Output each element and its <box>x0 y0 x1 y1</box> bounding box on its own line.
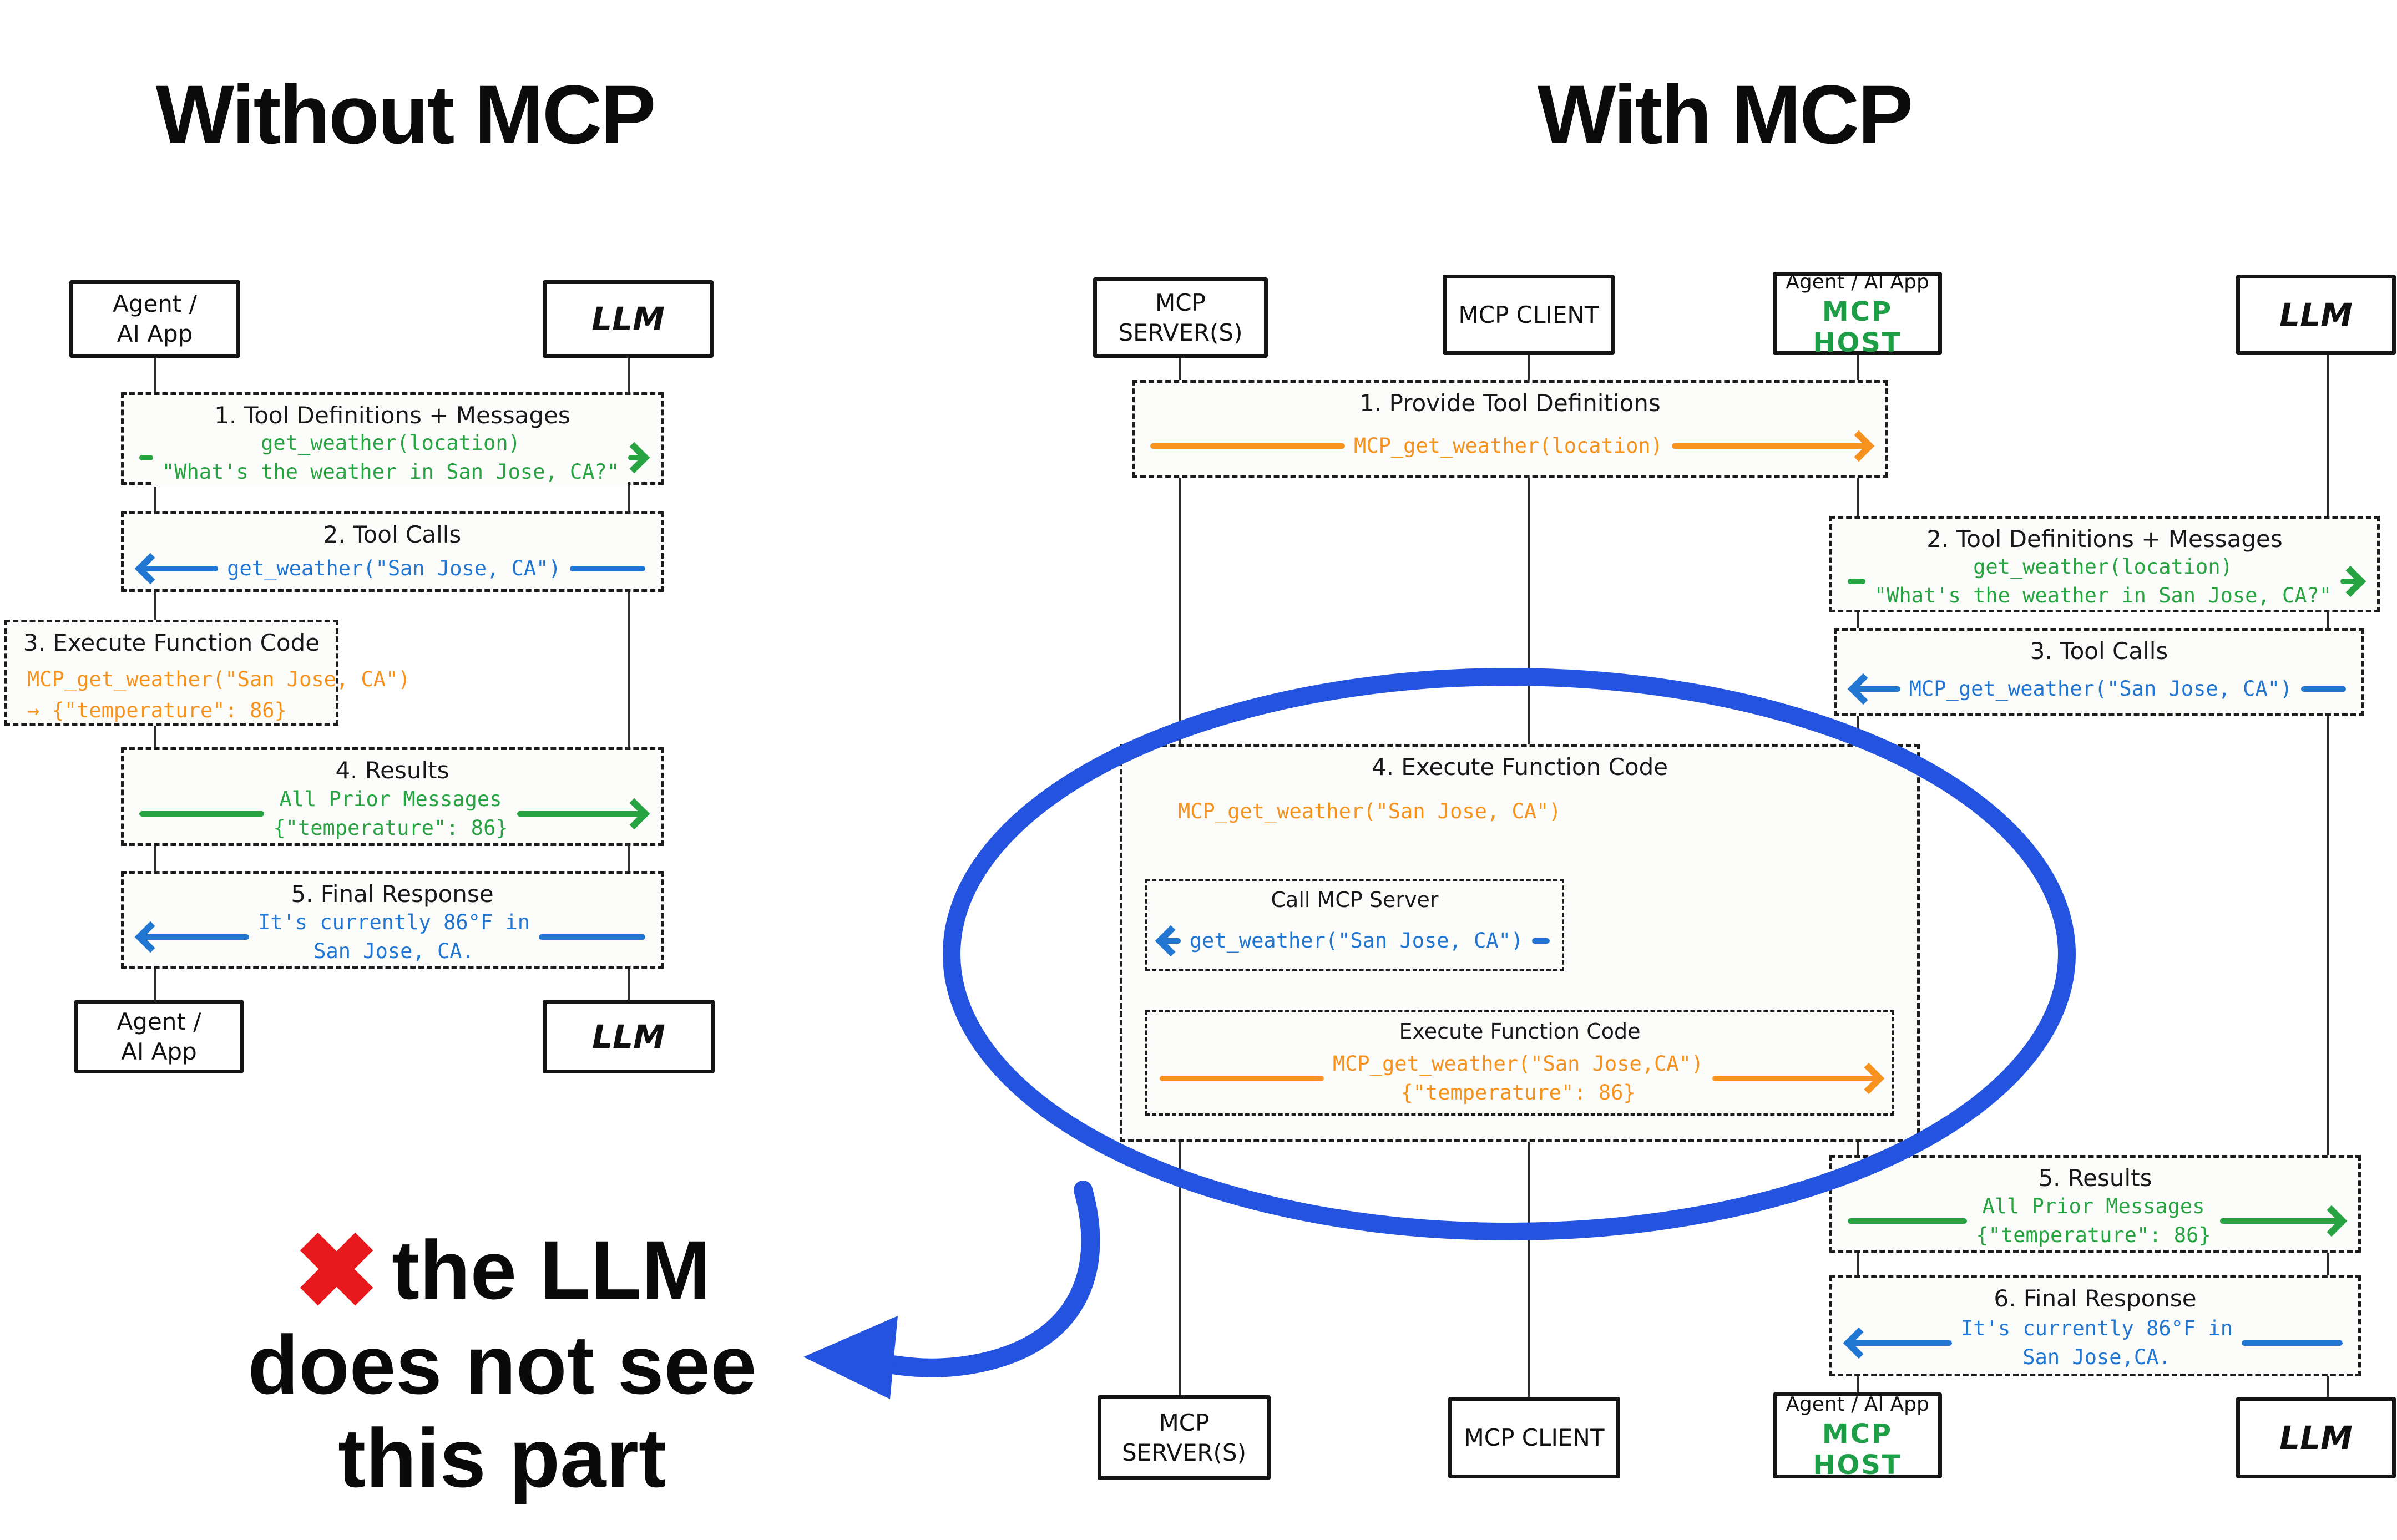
actor-label: MCP <box>1159 1409 1210 1436</box>
actor-mcp-client-top: MCP CLIENT <box>1443 275 1615 355</box>
annotation-line: this part <box>338 1411 666 1504</box>
arrow-right-green: All Prior Messages {"temperature": 86} <box>1848 1192 2348 1250</box>
actor-mcp-server-top: MCP SERVER(S) <box>1093 277 1268 358</box>
actor-agent-ai-app-bottom-left: Agent / AI App <box>74 1000 244 1073</box>
step-label: 4. Results <box>335 757 449 784</box>
step-label: 1. Provide Tool Definitions <box>1359 389 1661 417</box>
message-code: get_weather("San Jose, CA") <box>218 554 570 583</box>
actor-llm-top-left: LLM <box>543 280 714 358</box>
arrow-left-blue: MCP_get_weather("San Jose, CA") <box>1847 673 2346 705</box>
step-label: 5. Final Response <box>291 880 494 908</box>
step-tool-calls-right: 3. Tool Calls MCP_get_weather("San Jose,… <box>1834 628 2364 716</box>
actor-mcp-server-bottom: MCP SERVER(S) <box>1098 1395 1271 1480</box>
actor-label: Agent / AI App <box>1786 1392 1929 1416</box>
step-tool-calls-left: 2. Tool Calls get_weather("San Jose, CA"… <box>121 511 664 592</box>
arrow-left-blue: It's currently 86°F in San Jose, CA. <box>134 908 646 966</box>
step-label: Call MCP Server <box>1271 888 1439 912</box>
actor-label: MCP CLIENT <box>1458 301 1599 328</box>
step-label: Execute Function Code <box>1399 1019 1641 1043</box>
arrow-left-icon <box>1843 1327 1875 1359</box>
arrow-right-green: get_weather(location) "What's the weathe… <box>139 429 650 487</box>
actor-llm-top-right: LLM <box>2236 275 2396 355</box>
actor-label: SERVER(S) <box>1118 318 1243 346</box>
actor-llm-bottom-right: LLM <box>2236 1397 2396 1478</box>
step-execute-function-code-right: 4. Execute Function Code MCP_get_weather… <box>1120 744 1920 1142</box>
step-label: 3. Execute Function Code <box>23 629 320 656</box>
step-results-left: 4. Results All Prior Messages {"temperat… <box>121 747 664 846</box>
step-label: 3. Tool Calls <box>2030 637 2168 665</box>
actor-mcp-host-bottom: Agent / AI App MCP HOST <box>1773 1392 1942 1481</box>
actor-label: LLM <box>591 300 665 338</box>
actor-label: AI App <box>121 1037 197 1065</box>
arrow-right-icon <box>1843 430 1875 462</box>
arrow-left-icon <box>1847 673 1879 705</box>
step-label: 5. Results <box>2038 1164 2152 1192</box>
actor-llm-bottom-left: LLM <box>543 1000 715 1073</box>
annotation-line: the LLM <box>392 1223 711 1316</box>
title-without-mcp: Without MCP <box>155 68 656 161</box>
message-code: get_weather(location) "What's the weathe… <box>153 429 629 487</box>
annotation-line: does not see <box>247 1318 757 1411</box>
function-code: MCP_get_weather("San Jose, CA") → {"temp… <box>27 667 411 722</box>
actor-mcp-client-bottom: MCP CLIENT <box>1448 1397 1620 1478</box>
actor-label: LLM <box>592 1017 665 1056</box>
arrow-left-blue: get_weather("San Jose, CA") <box>134 553 646 585</box>
execute-function-code-box: Execute Function Code MCP_get_weather("S… <box>1145 1010 1894 1116</box>
message-code: It's currently 86°F in San Jose, CA. <box>249 908 539 966</box>
actor-label: MCP <box>1155 288 1206 316</box>
step-results-right: 5. Results All Prior Messages {"temperat… <box>1829 1155 2361 1253</box>
arrow-right-icon <box>618 798 650 829</box>
message-code: MCP_get_weather(location) <box>1345 431 1672 460</box>
actor-label: Agent / <box>117 1007 201 1035</box>
step-label: 2. Tool Calls <box>323 521 462 548</box>
title-with-mcp: With MCP <box>1537 68 1914 161</box>
step-label: 4. Execute Function Code <box>1371 753 1668 781</box>
message-code: get_weather(location) "What's the weathe… <box>1865 553 2341 610</box>
actor-mcp-host-top: Agent / AI App MCP HOST <box>1773 271 1942 358</box>
arrow-left-icon <box>134 921 166 953</box>
step-final-response-left: 5. Final Response It's currently 86°F in… <box>121 871 664 969</box>
message-code: All Prior Messages {"temperature": 86} <box>1967 1192 2220 1250</box>
arrow-right-green: All Prior Messages {"temperature": 86} <box>139 784 650 843</box>
step-label: 2. Tool Definitions + Messages <box>1926 525 2283 553</box>
arrow-right-green: get_weather(location) "What's the weathe… <box>1848 553 2366 610</box>
actor-label: Agent / <box>113 290 197 317</box>
actor-label: AI App <box>117 320 193 347</box>
mcp-host-label: MCP HOST <box>1813 296 1902 358</box>
arrow-left-blue: It's currently 86°F in San Jose,CA. <box>1843 1314 2343 1372</box>
step-tool-definitions-messages-left: 1. Tool Definitions + Messages get_weath… <box>121 392 664 487</box>
arrow-left-blue: get_weather("San Jose, CA") <box>1155 925 1550 956</box>
annotation-llm-does-not-see: ✖ the LLM does not see this part <box>166 1220 838 1505</box>
lifeline-llm-right <box>2327 355 2329 1397</box>
message-code: MCP_get_weather("San Jose, CA") <box>1900 675 2302 703</box>
arrow-right-icon <box>1853 1062 1885 1095</box>
arrow-right-orange: MCP_get_weather("San Jose,CA") {"tempera… <box>1160 1050 1885 1107</box>
actor-label: SERVER(S) <box>1122 1438 1246 1466</box>
step-final-response-right: 6. Final Response It's currently 86°F in… <box>1829 1275 2361 1376</box>
message-code: It's currently 86°F in San Jose,CA. <box>1951 1314 2242 1372</box>
call-mcp-server-box: Call MCP Server get_weather("San Jose, C… <box>1145 879 1564 971</box>
mcp-host-label: MCP HOST <box>1813 1418 1902 1481</box>
function-code: MCP_get_weather("San Jose, CA") <box>1178 799 1561 823</box>
message-code: All Prior Messages {"temperature": 86} <box>264 784 517 843</box>
arrow-right-icon <box>2315 1205 2348 1237</box>
step-label: 6. Final Response <box>1994 1285 2197 1312</box>
actor-label: MCP CLIENT <box>1464 1424 1605 1451</box>
actor-label: LLM <box>2279 1419 2353 1457</box>
arrow-left-icon <box>134 553 166 585</box>
message-code: MCP_get_weather("San Jose,CA") {"tempera… <box>1323 1050 1713 1107</box>
actor-agent-ai-app-top-left: Agent / AI App <box>69 280 240 358</box>
lifeline-llm-left <box>628 358 630 1000</box>
step-provide-tool-definitions: 1. Provide Tool Definitions MCP_get_weat… <box>1132 380 1888 478</box>
arrow-right-orange: MCP_get_weather(location) <box>1150 430 1875 462</box>
step-execute-function-code-left: 3. Execute Function Code MCP_get_weather… <box>4 620 411 726</box>
step-tool-definitions-messages-right: 2. Tool Definitions + Messages get_weath… <box>1829 516 2380 612</box>
message-code: get_weather("San Jose, CA") <box>1180 926 1533 955</box>
red-x-icon: ✖ <box>294 1214 380 1329</box>
step-label: 1. Tool Definitions + Messages <box>214 402 570 429</box>
actor-label: Agent / AI App <box>1786 271 1929 293</box>
actor-label: LLM <box>2279 296 2353 334</box>
callout-arrow-line <box>870 1181 1100 1377</box>
